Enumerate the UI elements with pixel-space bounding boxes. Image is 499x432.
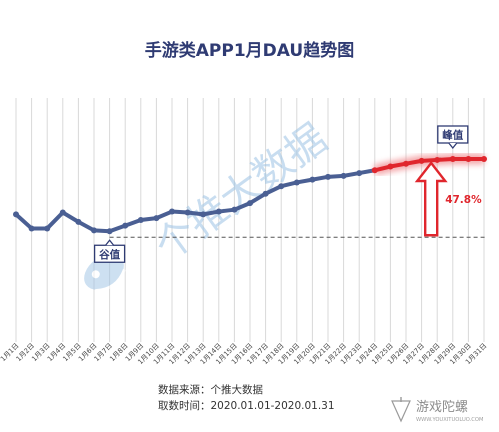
brand-logo: 游戏陀螺 WWW.YOUXITUOLUO.COM	[391, 397, 483, 423]
data-point	[75, 218, 82, 225]
data-point	[481, 156, 487, 162]
data-point	[340, 172, 347, 179]
data-point	[309, 176, 316, 183]
data-point	[44, 225, 51, 232]
data-point	[91, 227, 97, 234]
data-point	[356, 170, 363, 177]
data-point	[184, 209, 191, 216]
data-point	[13, 211, 19, 218]
growth-label: 47.8%	[445, 194, 482, 206]
data-point	[293, 179, 300, 186]
watermark-text: 个推大数据	[147, 115, 336, 270]
data-point	[215, 208, 222, 215]
data-point	[122, 222, 129, 229]
chart-title: 手游类APP1月DAU趋势图	[144, 41, 355, 61]
annotations: 谷值 峰值 47.8%	[93, 125, 482, 263]
peak-label-pointer	[448, 142, 458, 150]
data-point	[231, 206, 238, 213]
data-point	[137, 217, 144, 223]
brand-name: 游戏陀螺	[416, 399, 468, 415]
vertical-gridlines	[15, 98, 485, 342]
data-source-label: 数据来源：个推大数据	[158, 384, 263, 396]
data-period-label: 取数时间：2020.01.01-2020.01.31	[158, 400, 335, 412]
trough-label: 谷值	[99, 248, 120, 261]
series-points	[13, 156, 487, 235]
data-point	[434, 156, 441, 163]
data-point	[200, 211, 207, 218]
peak-label: 峰值	[442, 129, 463, 142]
watermark-logo-icon	[84, 254, 126, 293]
data-point	[465, 156, 472, 162]
data-point	[153, 215, 160, 222]
data-point	[278, 183, 285, 190]
data-point	[28, 225, 35, 232]
data-point	[449, 156, 456, 162]
data-point	[403, 160, 409, 167]
data-point	[106, 228, 113, 235]
x-axis-tick-labels: 1月1日1月2日1月3日1月4日1月5日1月6日1月7日1月8日1月9日1月10…	[0, 342, 488, 366]
data-point	[262, 190, 269, 197]
data-point	[59, 209, 66, 216]
trough-label-pointer	[105, 239, 115, 246]
data-point	[371, 167, 378, 174]
data-point	[418, 157, 425, 164]
spinning-top-icon	[391, 397, 411, 423]
data-point	[247, 200, 253, 207]
data-point	[169, 208, 175, 215]
growth-arrow-icon	[414, 161, 448, 237]
brand-url: WWW.YOUXITUOLUO.COM	[416, 417, 483, 423]
data-point	[387, 163, 394, 170]
data-point	[325, 173, 331, 180]
